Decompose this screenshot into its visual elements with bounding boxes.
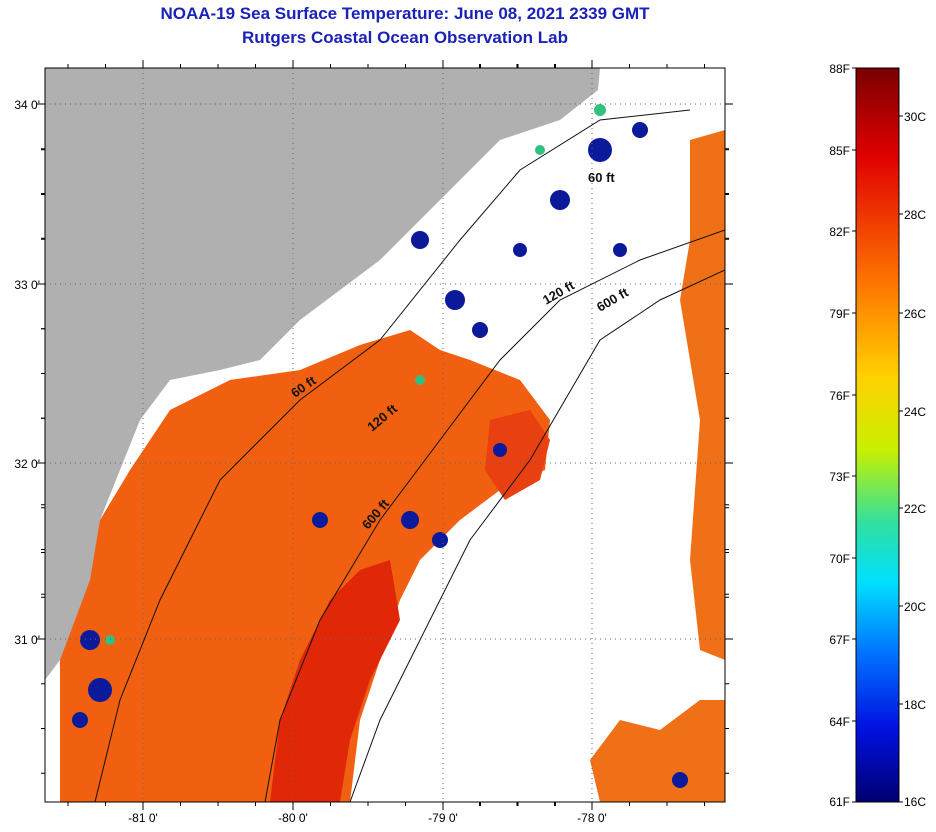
depth-contours [94, 109, 725, 802]
lon-label-79: -79 0' [428, 811, 458, 825]
offshore-warm-region [680, 130, 725, 660]
map-graticule [45, 68, 725, 802]
land-mass [45, 68, 600, 680]
colorbar-f-64: 64F [829, 715, 850, 729]
colorbar-f-76: 76F [829, 389, 850, 403]
lon-label-78: -78 0' [577, 811, 607, 825]
hot-water-region [270, 560, 400, 802]
warm-water-region [60, 330, 550, 802]
lon-label-80: -80 0' [278, 811, 308, 825]
colorbar-c-20: 20C [904, 600, 926, 614]
colorbar-c-30: 30C [904, 110, 926, 124]
contour-label-60ft-north: 60 ft [588, 170, 615, 185]
offshore-warm-patch [590, 700, 725, 802]
colorbar-f-82: 82F [829, 225, 850, 239]
lon-label-81: -81 0' [128, 811, 158, 825]
colorbar-c-18: 18C [904, 698, 926, 712]
colorbar-c-22: 22C [904, 502, 926, 516]
colorbar-f-61: 61F [829, 795, 850, 809]
colorbar-ticks [852, 67, 903, 803]
map-title: NOAA-19 Sea Surface Temperature: June 08… [160, 4, 650, 23]
colorbar-c-16: 16C [904, 795, 926, 809]
colorbar-f-73: 73F [829, 470, 850, 484]
colorbar-f-85: 85F [829, 144, 850, 158]
cool-water-patches [72, 122, 688, 788]
colorbar-f-88: 88F [829, 62, 850, 76]
colorbar-f-79: 79F [829, 307, 850, 321]
map-subtitle: Rutgers Coastal Ocean Observation Lab [242, 28, 568, 47]
colorbar-f-70: 70F [829, 552, 850, 566]
map-frame [44, 67, 726, 803]
map-ticks [37, 60, 733, 810]
lat-label-33: 33 0' [14, 278, 40, 292]
lat-label-34: 34 0' [14, 98, 40, 112]
gulfstream-patch [485, 410, 550, 500]
colorbar-f-67: 67F [829, 633, 850, 647]
lat-label-31: 31 0' [14, 633, 40, 647]
colorbar-gradient [855, 67, 900, 803]
green-water-patches [105, 104, 606, 645]
colorbar-c-28: 28C [904, 208, 926, 222]
colorbar-c-24: 24C [904, 405, 926, 419]
map-imagery [45, 68, 725, 802]
colorbar-c-26: 26C [904, 307, 926, 321]
lat-label-32: 32 0' [14, 457, 40, 471]
